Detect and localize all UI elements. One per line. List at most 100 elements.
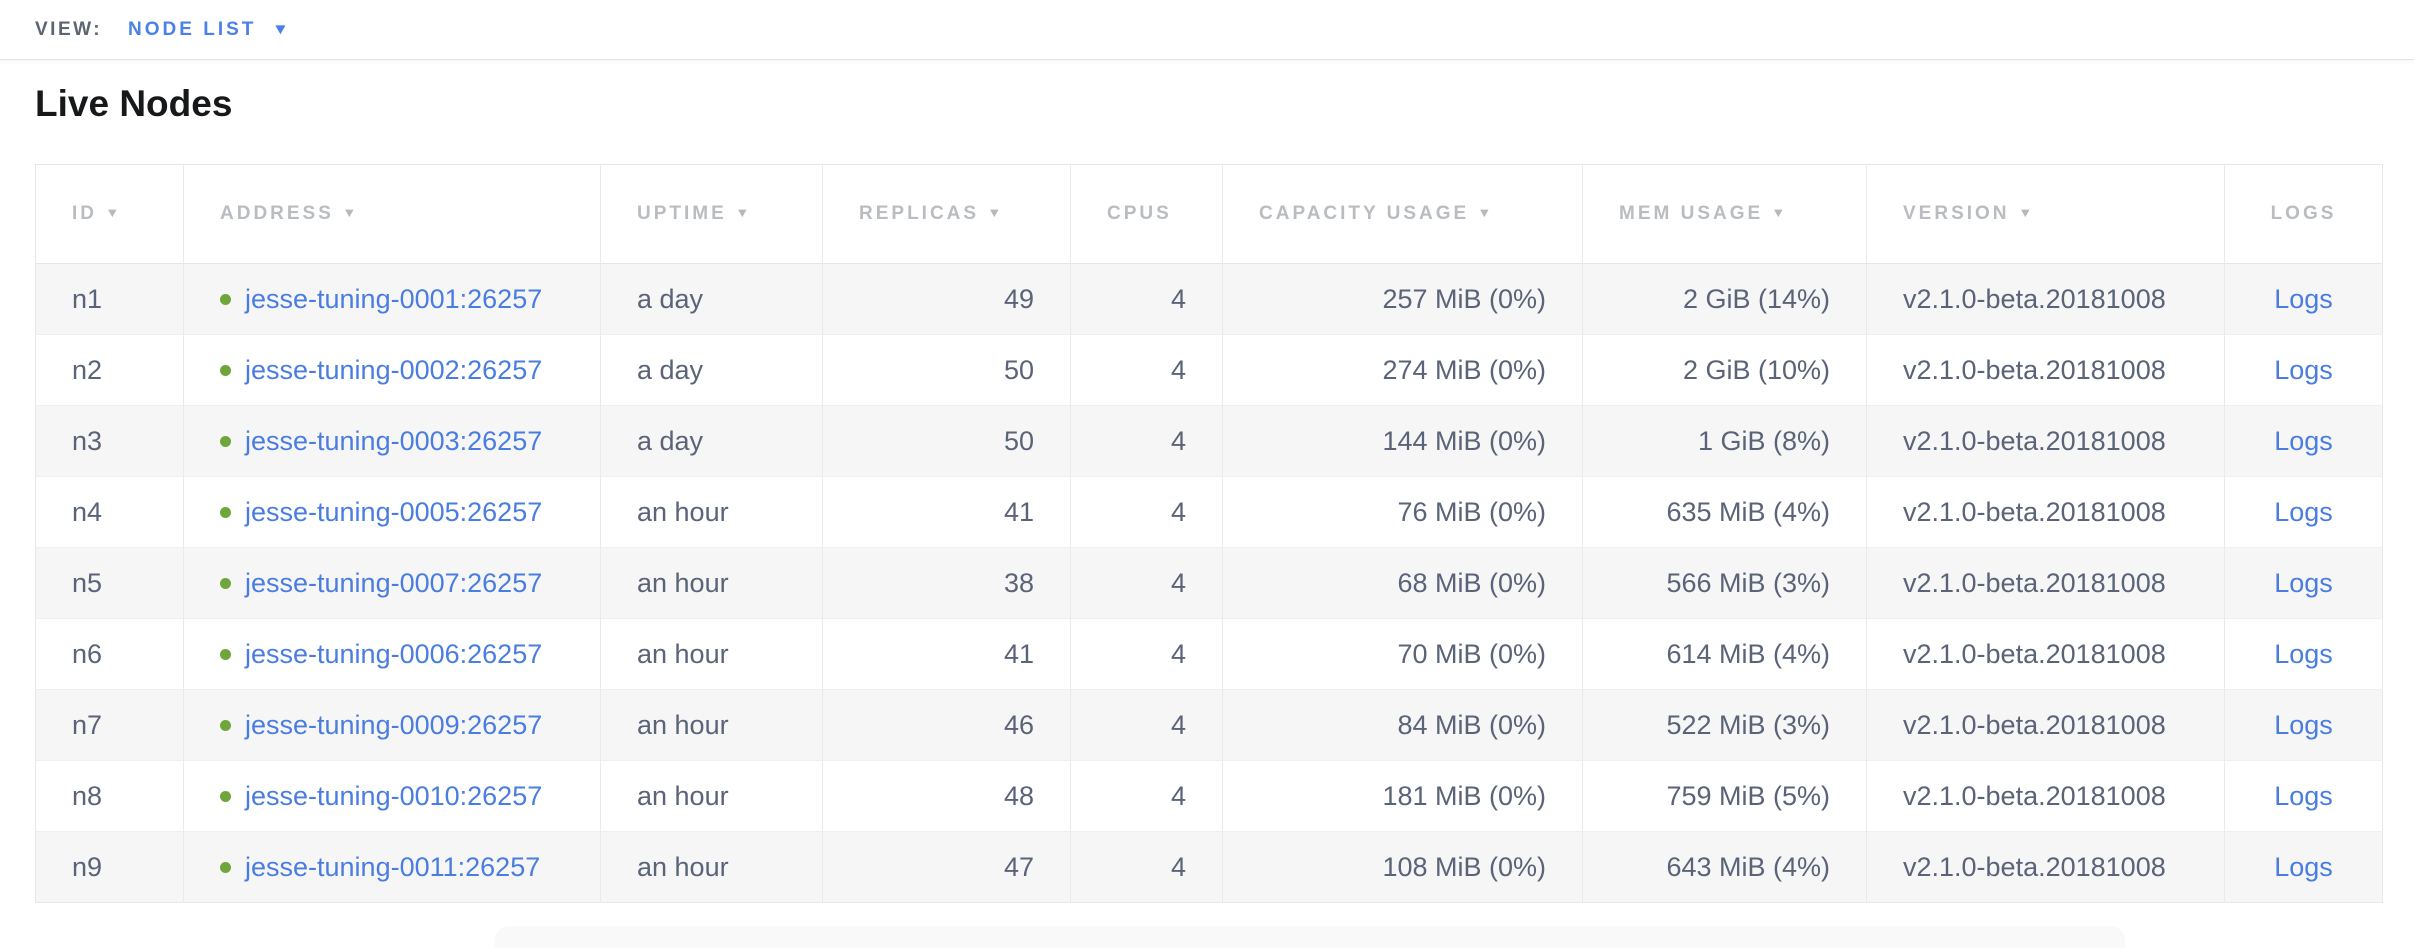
node-address-link[interactable]: jesse-tuning-0010:26257: [245, 780, 543, 811]
column-header-version[interactable]: VERSION ▼: [1866, 164, 2225, 264]
cell-id: n9: [35, 831, 184, 903]
cell-version: v2.1.0-beta.20181008: [1866, 263, 2225, 335]
column-header-label: CAPACITY USAGE: [1259, 203, 1470, 224]
cell-capacity: 76 MiB (0%): [1222, 476, 1583, 548]
column-header-label: ADDRESS: [220, 203, 334, 224]
table-body: n1 jesse-tuning-0001:26257 a day 49 4 257 MiB…: [35, 263, 2383, 903]
cell-cpus: 4: [1070, 263, 1223, 335]
cell-cpus: 4: [1070, 476, 1223, 548]
sort-desc-icon: ▼: [1477, 205, 1495, 220]
column-header-address[interactable]: ADDRESS ▼: [183, 164, 601, 264]
cell-replicas: 41: [822, 618, 1071, 690]
sort-desc-icon: ▼: [342, 205, 360, 220]
cell-address: jesse-tuning-0011:26257: [183, 831, 601, 903]
cell-logs: Logs: [2224, 476, 2383, 548]
cell-logs: Logs: [2224, 263, 2383, 335]
cell-uptime: an hour: [600, 547, 823, 619]
table-row: n2 jesse-tuning-0002:26257 a day 50 4 274 MiB…: [35, 334, 2383, 406]
cell-uptime: a day: [600, 263, 823, 335]
cell-uptime: an hour: [600, 618, 823, 690]
node-address-link[interactable]: jesse-tuning-0001:26257: [245, 283, 543, 314]
cell-address: jesse-tuning-0002:26257: [183, 334, 601, 406]
node-address-link[interactable]: jesse-tuning-0011:26257: [245, 851, 541, 882]
cell-capacity: 274 MiB (0%): [1222, 334, 1583, 406]
cell-logs: Logs: [2224, 618, 2383, 690]
chevron-down-icon: ▼: [272, 21, 290, 38]
view-selector-dropdown[interactable]: NODE LIST ▼: [128, 18, 290, 41]
cell-cpus: 4: [1070, 831, 1223, 903]
cell-uptime: an hour: [600, 831, 823, 903]
node-address-link[interactable]: jesse-tuning-0006:26257: [245, 638, 543, 669]
node-address-link[interactable]: jesse-tuning-0009:26257: [245, 709, 543, 740]
cell-uptime: an hour: [600, 760, 823, 832]
table-row: n6 jesse-tuning-0006:26257 an hour 41 4 70 Mi…: [35, 618, 2383, 690]
column-header-label: MEM USAGE: [1619, 203, 1764, 224]
cell-mem: 1 GiB (8%): [1582, 405, 1867, 477]
column-header-label: ID: [72, 203, 97, 224]
column-header-label: LOGS: [2270, 203, 2337, 224]
view-label: VIEW:: [35, 18, 103, 40]
cell-mem: 614 MiB (4%): [1582, 618, 1867, 690]
cell-uptime: an hour: [600, 689, 823, 761]
column-header-cpus: CPUS: [1070, 164, 1223, 264]
column-header-uptime[interactable]: UPTIME ▼: [600, 164, 823, 264]
view-selected-value: NODE LIST: [128, 18, 257, 40]
cell-logs: Logs: [2224, 760, 2383, 832]
logs-link[interactable]: Logs: [2274, 851, 2333, 882]
cell-id: n5: [35, 547, 184, 619]
sort-desc-icon: ▼: [987, 205, 1005, 220]
cell-logs: Logs: [2224, 689, 2383, 761]
column-header-mem[interactable]: MEM USAGE ▼: [1582, 164, 1867, 264]
cell-version: v2.1.0-beta.20181008: [1866, 476, 2225, 548]
node-address-link[interactable]: jesse-tuning-0005:26257: [245, 496, 543, 527]
cell-uptime: an hour: [600, 476, 823, 548]
column-header-capacity[interactable]: CAPACITY USAGE ▼: [1222, 164, 1583, 264]
cell-id: n4: [35, 476, 184, 548]
cell-uptime: a day: [600, 405, 823, 477]
node-healthy-dot-icon: [220, 577, 231, 589]
cell-address: jesse-tuning-0010:26257: [183, 760, 601, 832]
cell-address: jesse-tuning-0001:26257: [183, 263, 601, 335]
node-healthy-dot-icon: [220, 861, 231, 873]
cell-capacity: 84 MiB (0%): [1222, 689, 1583, 761]
table-row: n4 jesse-tuning-0005:26257 an hour 41 4 76 Mi…: [35, 476, 2383, 548]
table-header-row: ID ▼ ADDRESS ▼ UPTIME ▼ REPLICAS ▼ CPUS CAPACITY …: [35, 164, 2383, 264]
cell-replicas: 38: [822, 547, 1071, 619]
logs-link[interactable]: Logs: [2274, 780, 2333, 811]
cell-mem: 635 MiB (4%): [1582, 476, 1867, 548]
cell-replicas: 47: [822, 831, 1071, 903]
column-header-replicas[interactable]: REPLICAS ▼: [822, 164, 1071, 264]
cell-logs: Logs: [2224, 831, 2383, 903]
view-bar: VIEW: NODE LIST ▼: [0, 0, 2414, 60]
column-header-logs: LOGS: [2224, 164, 2383, 264]
node-address-link[interactable]: jesse-tuning-0003:26257: [245, 425, 543, 456]
bottom-shadow-bar: [495, 926, 2125, 948]
cell-id: n6: [35, 618, 184, 690]
node-healthy-dot-icon: [220, 506, 231, 518]
node-address-link[interactable]: jesse-tuning-0007:26257: [245, 567, 543, 598]
logs-link[interactable]: Logs: [2274, 638, 2333, 669]
cell-address: jesse-tuning-0006:26257: [183, 618, 601, 690]
node-address-link[interactable]: jesse-tuning-0002:26257: [245, 354, 543, 385]
cell-mem: 2 GiB (10%): [1582, 334, 1867, 406]
logs-link[interactable]: Logs: [2274, 425, 2333, 456]
column-header-label: REPLICAS: [859, 203, 980, 224]
cell-version: v2.1.0-beta.20181008: [1866, 547, 2225, 619]
logs-link[interactable]: Logs: [2274, 354, 2333, 385]
sort-desc-icon: ▼: [2017, 205, 2036, 220]
cell-id: n2: [35, 334, 184, 406]
logs-link[interactable]: Logs: [2274, 496, 2333, 527]
table-row: n7 jesse-tuning-0009:26257 an hour 46 4 84 Mi…: [35, 689, 2383, 761]
cell-logs: Logs: [2224, 334, 2383, 406]
logs-link[interactable]: Logs: [2274, 283, 2333, 314]
page-title: Live Nodes: [35, 83, 233, 124]
cell-mem: 759 MiB (5%): [1582, 760, 1867, 832]
logs-link[interactable]: Logs: [2274, 709, 2333, 740]
cell-capacity: 257 MiB (0%): [1222, 263, 1583, 335]
logs-link[interactable]: Logs: [2274, 567, 2333, 598]
column-header-id[interactable]: ID ▼: [35, 164, 184, 264]
cell-replicas: 49: [822, 263, 1071, 335]
sort-desc-icon: ▼: [734, 205, 753, 220]
live-nodes-table: ID ▼ ADDRESS ▼ UPTIME ▼ REPLICAS ▼ CPUS CAPACITY …: [35, 164, 2383, 903]
column-header-label: UPTIME: [637, 203, 727, 224]
